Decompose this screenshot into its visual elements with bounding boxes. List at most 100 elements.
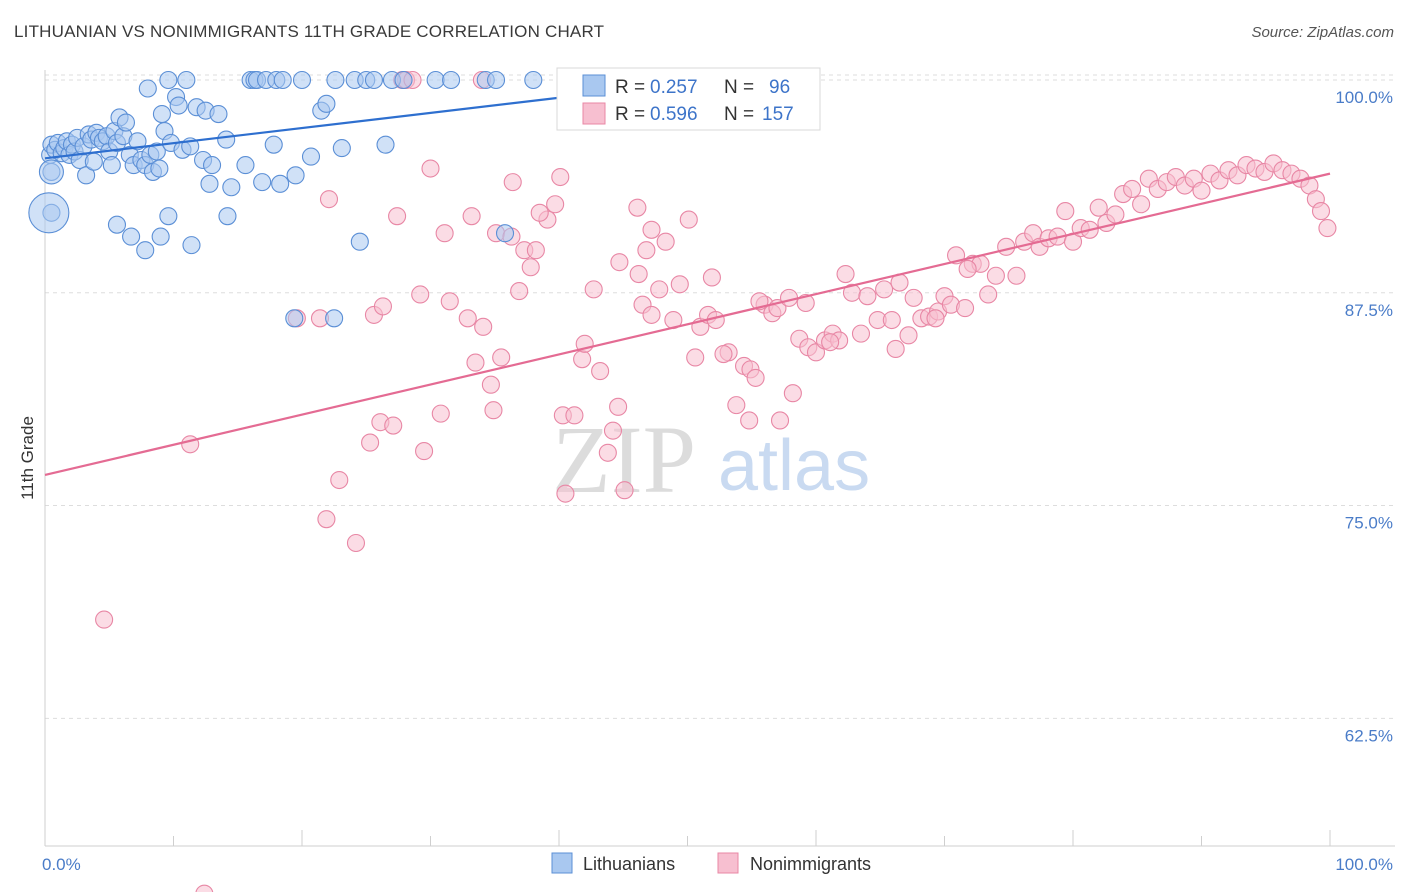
- watermark: ZIP atlas: [552, 406, 870, 513]
- nonimmigrants-point-5: [317, 510, 336, 529]
- nonimmigrants-point-111: [1089, 198, 1108, 217]
- legend-swatch-lithuanians: [582, 74, 606, 97]
- nonimmigrants-point-12: [373, 297, 393, 316]
- nonimmigrants-point-113: [1106, 205, 1125, 224]
- nonimmigrants-point-141: [642, 305, 661, 324]
- nonimmigrants-point-99: [986, 266, 1005, 285]
- lithuanians-point-54: [222, 178, 241, 197]
- nonimmigrants-point-16: [415, 442, 434, 461]
- nonimmigrants-point-116: [1132, 195, 1151, 214]
- y-axis-tick-labels: 100.0% 87.5% 75.0% 62.5%: [1335, 88, 1393, 745]
- lithuanians-point-76: [442, 70, 461, 90]
- legend-n-value-1: 96: [769, 77, 790, 98]
- nonimmigrants-point-107: [1056, 202, 1075, 221]
- nonimmigrants-point-24: [481, 375, 500, 394]
- nonimmigrants-point-44: [603, 421, 623, 440]
- lithuanians-point-68: [332, 139, 351, 158]
- lithuanians-point-30: [128, 132, 147, 151]
- nonimmigrants-point-37: [556, 484, 575, 503]
- lithuanians-point-86: [151, 227, 170, 246]
- nonimmigrants-point-22: [466, 353, 485, 372]
- nonimmigrants-point-45: [610, 253, 629, 272]
- nonimmigrants-point-154: [319, 190, 339, 209]
- legend-n-label-1: N =: [724, 77, 754, 98]
- lithuanians-point-40: [159, 70, 178, 90]
- nonimmigrants-point-153: [628, 198, 647, 217]
- nonimmigrants-point-2: [195, 884, 214, 892]
- lithuanians-point-75: [426, 70, 445, 90]
- nonimmigrants-point-21: [458, 309, 477, 328]
- nonimmigrants-point-152: [462, 207, 481, 226]
- nonimmigrants-point-87: [899, 326, 918, 345]
- series-legend-swatch-lithuanians: [551, 852, 573, 874]
- lithuanians-point-55: [236, 156, 255, 175]
- lithuanians-point-59: [253, 173, 272, 192]
- lithuanians-point-62: [273, 70, 292, 90]
- nonimmigrants-point-35: [551, 167, 570, 187]
- nonimmigrants-point-41: [584, 280, 603, 299]
- nonimmigrants-point-70: [770, 411, 790, 430]
- nonimmigrants-point-98: [979, 285, 998, 304]
- nonimmigrants-point-27: [492, 348, 511, 367]
- y-tick-label-0: 100.0%: [1335, 88, 1393, 107]
- y-tick-label-1: 87.5%: [1345, 301, 1393, 320]
- series-legend-label-nonimmigrants: Nonimmigrants: [750, 854, 871, 874]
- nonimmigrants-trend-line: [44, 172, 1331, 476]
- nonimmigrants-point-81: [851, 324, 871, 343]
- nonimmigrants-point-46: [615, 481, 634, 500]
- nonimmigrants-point-51: [650, 280, 669, 299]
- nonimmigrants-point-20: [440, 292, 459, 311]
- stats-legend: R = 0.257 N = 96 R = 0.596 N = 157: [556, 67, 821, 131]
- nonimmigrants-point-123: [1192, 181, 1211, 200]
- lithuanians-point-88: [182, 236, 201, 255]
- nonimmigrants-point-15: [411, 285, 430, 304]
- nonimmigrants-point-139: [796, 293, 815, 313]
- nonimmigrants-point-145: [926, 309, 945, 328]
- nonimmigrants-point-64: [740, 411, 759, 430]
- lithuanians-point-66: [317, 94, 336, 113]
- nonimmigrants-point-82: [858, 287, 877, 306]
- legend-r-label-2: R =: [615, 104, 645, 125]
- nonimmigrants-point-43: [598, 443, 617, 462]
- nonimmigrants-point-62: [727, 396, 746, 415]
- lithuanians-large-point-1: [38, 159, 64, 185]
- legend-r-label-1: R =: [615, 77, 645, 98]
- lithuanians-point-37: [150, 159, 169, 178]
- y-tick-label-3: 62.5%: [1345, 726, 1393, 745]
- nonimmigrants-point-147: [503, 173, 522, 192]
- lithuanians-point-94: [292, 70, 312, 90]
- nonimmigrants-point-38: [565, 406, 584, 425]
- y-axis-label: 11th Grade: [18, 416, 37, 500]
- lithuanians-point-87: [159, 207, 178, 226]
- series-legend-label-lithuanians: Lithuanians: [583, 854, 675, 874]
- nonimmigrants-points: [95, 70, 1337, 892]
- nonimmigrants-point-66: [746, 368, 765, 387]
- nonimmigrants-point-31: [521, 258, 540, 277]
- nonimmigrants-point-144: [886, 339, 905, 359]
- lithuanians-point-78: [486, 70, 506, 90]
- nonimmigrants-point-0: [95, 610, 114, 629]
- nonimmigrants-point-42: [591, 362, 610, 381]
- nonimmigrants-point-14: [388, 207, 407, 226]
- nonimmigrants-point-29: [510, 282, 529, 301]
- nonimmigrants-point-25: [484, 401, 503, 420]
- nonimmigrants-point-17: [421, 159, 440, 178]
- lithuanians-point-52: [209, 104, 228, 124]
- nonimmigrants-point-115: [1123, 179, 1142, 198]
- nonimmigrants-point-138: [1318, 219, 1337, 238]
- trend-lines: [44, 95, 1331, 476]
- nonimmigrants-point-85: [882, 310, 901, 330]
- lithuanians-points: [28, 70, 543, 328]
- x-tick-label-max: 100.0%: [1335, 855, 1393, 874]
- lithuanians-point-43: [169, 96, 188, 115]
- lithuanians-point-38: [152, 104, 171, 124]
- lithuanians-point-91: [325, 309, 344, 328]
- lithuanians-point-67: [326, 70, 345, 90]
- nonimmigrants-point-71: [779, 288, 799, 307]
- nonimmigrants-point-155: [530, 203, 549, 222]
- lithuanians-point-50: [200, 174, 219, 193]
- lithuanians-point-53: [217, 130, 236, 149]
- nonimmigrants-point-18: [431, 404, 450, 423]
- nonimmigrants-point-79: [836, 265, 855, 284]
- nonimmigrants-point-8: [346, 533, 366, 553]
